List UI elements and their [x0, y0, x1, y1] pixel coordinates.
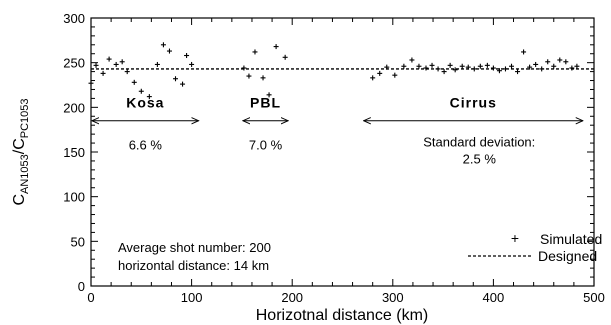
data-point	[409, 57, 415, 63]
region-label: Cirrus	[450, 95, 497, 111]
data-point	[93, 62, 99, 68]
data-point	[551, 63, 557, 69]
data-point	[527, 64, 533, 70]
data-point	[252, 49, 258, 55]
data-point	[241, 65, 247, 71]
y-tick-label: 150	[63, 145, 85, 160]
region-label: PBL	[250, 95, 281, 111]
y-tick-label: 50	[71, 234, 85, 249]
data-point	[557, 57, 563, 63]
x-tick-label: 400	[483, 290, 505, 305]
legend-simulated-label: Simulated	[540, 231, 602, 247]
info-line-2: horizontal distance: 14 km	[118, 258, 269, 273]
y-axis-label: CAN1053/CPC1053	[11, 98, 31, 205]
x-tick-label: 100	[181, 290, 203, 305]
data-point	[465, 64, 471, 70]
data-point	[509, 63, 515, 69]
data-point	[429, 62, 435, 68]
data-point	[401, 63, 407, 69]
data-point	[160, 42, 166, 48]
y-tick-label: 300	[63, 11, 85, 26]
data-point	[533, 61, 539, 67]
data-point	[515, 69, 521, 75]
region-label: Kosa	[126, 95, 164, 111]
data-point	[131, 79, 137, 85]
x-tick-label: 500	[583, 290, 605, 305]
info-line-1: Average shot number: 200	[118, 240, 271, 255]
data-point	[113, 61, 119, 67]
x-tick-label: 200	[281, 290, 303, 305]
data-point	[88, 80, 94, 86]
y-tick-label: 250	[63, 56, 85, 71]
data-point	[384, 64, 390, 70]
data-point	[496, 68, 502, 74]
region-annotation: Cirrus Standard deviation: 2.5 %	[364, 95, 583, 167]
region-percent: 7.0 %	[249, 138, 283, 153]
region-annotation: Kosa 6.6 %	[92, 95, 199, 153]
legend-designed-label: Designed	[538, 248, 597, 264]
y-tick-label: 0	[78, 279, 85, 294]
data-point	[441, 69, 447, 75]
data-point	[100, 70, 106, 76]
data-point	[502, 66, 508, 72]
y-tick-label: 100	[63, 190, 85, 205]
data-point	[377, 70, 383, 76]
data-point	[452, 67, 458, 73]
data-point	[146, 94, 152, 100]
data-point	[370, 75, 376, 81]
data-point	[539, 66, 545, 72]
data-point	[569, 65, 575, 71]
data-point	[435, 66, 441, 72]
data-point	[266, 92, 272, 98]
data-point	[180, 81, 186, 87]
data-point	[416, 63, 422, 69]
data-point	[447, 62, 453, 68]
region-percent: 2.5 %	[463, 152, 497, 167]
region-note: Standard deviation:	[423, 135, 535, 150]
data-point	[471, 66, 477, 72]
region-annotation: PBL 7.0 %	[243, 95, 288, 153]
y-tick-label: 200	[63, 100, 85, 115]
data-point	[173, 76, 179, 82]
region-percent: 6.6 %	[129, 138, 163, 153]
legend: + Simulated Designed	[468, 230, 602, 264]
data-point	[563, 59, 569, 65]
x-axis-label: Horizotnal distance (km)	[256, 307, 429, 324]
data-point	[138, 88, 144, 94]
data-point	[490, 65, 496, 71]
data-point	[260, 75, 266, 81]
x-tick-label: 0	[87, 290, 94, 305]
data-point	[154, 61, 160, 67]
data-point	[166, 48, 172, 54]
data-point	[184, 53, 190, 59]
data-point	[119, 59, 125, 65]
data-point	[545, 59, 551, 65]
data-point	[106, 56, 112, 62]
data-point	[282, 54, 288, 60]
data-point	[521, 49, 527, 55]
data-point	[477, 63, 483, 69]
data-point	[124, 69, 130, 75]
data-point	[246, 73, 252, 79]
data-point	[273, 44, 279, 50]
data-point	[392, 72, 398, 78]
legend-simulated-marker: +	[511, 230, 519, 246]
data-point	[484, 62, 490, 68]
x-tick-label: 300	[382, 290, 404, 305]
data-point	[574, 63, 580, 69]
data-point	[423, 65, 429, 71]
data-point	[189, 61, 195, 67]
data-point	[459, 63, 465, 69]
